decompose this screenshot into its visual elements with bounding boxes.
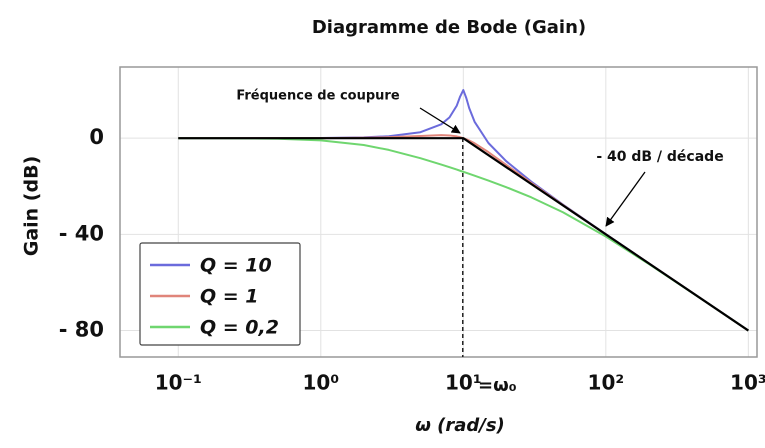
y-tick-label: 0 bbox=[89, 125, 104, 149]
x-tick-label: 10² bbox=[588, 371, 625, 395]
annotation: Fréquence de coupure bbox=[236, 89, 399, 104]
x-axis-label: ω (rad/s) bbox=[415, 415, 505, 436]
annotation: - 40 dB / décade bbox=[596, 149, 723, 165]
plot-frame bbox=[119, 66, 758, 358]
annotation-arrow bbox=[605, 171, 646, 227]
annotation-arrow bbox=[419, 107, 461, 134]
chart-title: Diagramme de Bode (Gain) bbox=[312, 17, 586, 38]
legend: Q = 10 Q = 1 Q = 0,2 bbox=[139, 242, 301, 346]
x-tick-label: 10¹ bbox=[445, 371, 482, 395]
legend-box bbox=[139, 242, 301, 346]
series-line bbox=[178, 137, 749, 332]
y-axis-label: Gain (dB) bbox=[21, 156, 43, 257]
y-tick-label: - 40 bbox=[59, 221, 104, 245]
y-tick-label: - 80 bbox=[59, 318, 104, 342]
annotation: =ω₀ bbox=[478, 375, 517, 396]
legend-label: Q = 1 bbox=[200, 286, 259, 308]
legend-label: Q = 0,2 bbox=[200, 317, 279, 339]
x-tick-label: 10⁻¹ bbox=[155, 371, 202, 395]
x-tick-label: 10⁰ bbox=[303, 371, 340, 395]
legend-label: Q = 10 bbox=[200, 255, 272, 277]
x-tick-label: 10³ bbox=[730, 371, 765, 395]
